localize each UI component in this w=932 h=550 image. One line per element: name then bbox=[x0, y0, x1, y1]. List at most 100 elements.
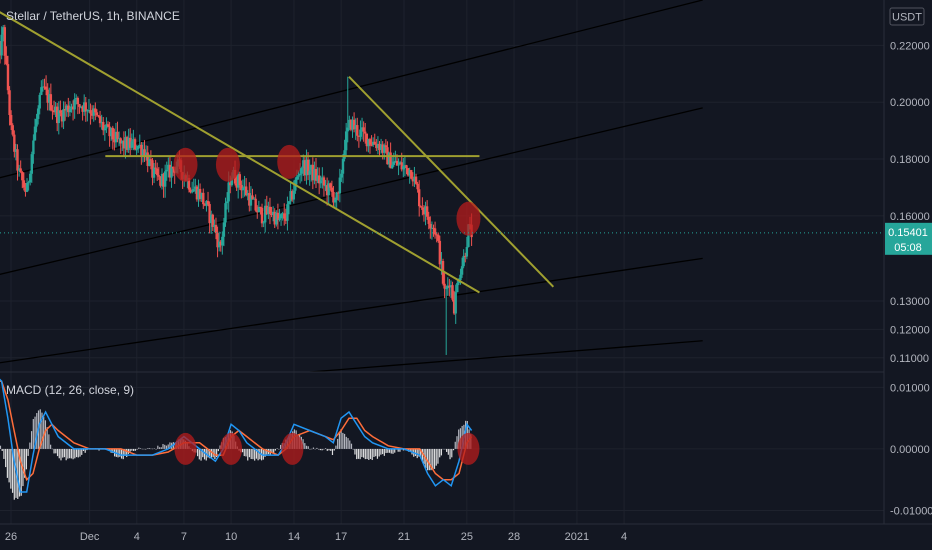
candle-body bbox=[283, 213, 286, 219]
candle-body bbox=[205, 201, 208, 206]
candle-body bbox=[452, 299, 456, 314]
candle-body bbox=[365, 133, 369, 147]
candle-body bbox=[395, 160, 399, 166]
candle-body bbox=[108, 126, 111, 137]
histogram-bar bbox=[6, 448, 8, 478]
candle-body bbox=[384, 145, 388, 148]
candle-body bbox=[243, 186, 246, 188]
price-badge: 0.15401 05:08 bbox=[885, 222, 932, 255]
histogram-bar bbox=[458, 429, 460, 449]
channel-line bbox=[309, 340, 703, 372]
candle-body bbox=[329, 183, 332, 188]
candle-body bbox=[17, 168, 21, 171]
histogram-bar bbox=[152, 448, 154, 450]
histogram-bar bbox=[342, 432, 344, 449]
histogram-bar bbox=[359, 448, 361, 460]
candle-body bbox=[92, 108, 95, 116]
histogram-bar bbox=[43, 416, 45, 449]
histogram-bar bbox=[241, 448, 244, 453]
price-axis[interactable]: 0.11000 0.12000 0.13000 0.16000 0.18000 0.200… bbox=[890, 40, 930, 364]
candle-body bbox=[73, 99, 76, 110]
candle-body bbox=[330, 187, 334, 192]
candle-body bbox=[424, 206, 427, 215]
histogram-bar bbox=[340, 429, 342, 449]
candle-body bbox=[405, 165, 408, 169]
histogram-bar bbox=[58, 448, 60, 459]
histogram-bar bbox=[196, 448, 199, 457]
candle-body bbox=[22, 180, 26, 188]
price-highlight bbox=[277, 144, 302, 179]
candle-body bbox=[273, 211, 276, 225]
histogram-bar bbox=[134, 448, 136, 451]
candle-body bbox=[189, 189, 192, 193]
macd-axis[interactable]: 0.01000 0.00000 -0.01000 bbox=[890, 382, 932, 517]
time-tick-label: 17 bbox=[335, 531, 347, 543]
histogram-bar bbox=[143, 448, 145, 450]
candle-body bbox=[132, 139, 135, 142]
histogram-bar bbox=[53, 448, 55, 454]
candle-body bbox=[54, 106, 57, 113]
candle-body bbox=[414, 176, 418, 184]
candle-body bbox=[79, 106, 83, 108]
candle-body bbox=[5, 55, 8, 65]
histogram-bar bbox=[402, 448, 404, 451]
time-axis[interactable]: 26 Dec 4 7 10 14 17 21 25 28 2021 4 bbox=[5, 531, 627, 543]
histogram-bar bbox=[357, 448, 360, 459]
histogram-bar bbox=[25, 448, 28, 470]
candle-body bbox=[379, 144, 383, 151]
candle-body bbox=[368, 139, 372, 145]
histogram-bar bbox=[439, 448, 441, 458]
histogram-bar bbox=[150, 448, 152, 450]
histogram-bar bbox=[82, 448, 85, 452]
histogram-bar bbox=[169, 442, 171, 449]
candle-body bbox=[252, 198, 256, 200]
candle-body bbox=[254, 198, 257, 211]
histogram-bar bbox=[44, 420, 47, 449]
price-tick-label: 0.16000 bbox=[890, 211, 930, 223]
candle-body bbox=[14, 149, 18, 152]
candle-body bbox=[144, 152, 148, 157]
candle-body bbox=[63, 109, 67, 111]
histogram-bar bbox=[146, 448, 149, 449]
histogram-bar bbox=[302, 439, 304, 449]
candle-body bbox=[210, 214, 213, 223]
candle-body bbox=[65, 105, 68, 111]
price-highlight-circles bbox=[173, 144, 481, 236]
candle-countdown: 05:08 bbox=[894, 242, 922, 254]
candle-body bbox=[422, 209, 426, 215]
candle-body bbox=[267, 206, 270, 215]
candle-body bbox=[16, 149, 19, 171]
histogram-bar bbox=[84, 448, 86, 453]
candle-body bbox=[275, 212, 278, 225]
candle-body bbox=[427, 216, 430, 224]
candle-body bbox=[159, 176, 162, 186]
candle-body bbox=[352, 119, 356, 130]
histogram-bar bbox=[397, 448, 399, 452]
histogram-bar bbox=[133, 448, 135, 451]
candle-body bbox=[60, 112, 64, 122]
histogram-bar bbox=[324, 448, 327, 449]
macd-highlight bbox=[281, 432, 304, 465]
histogram-bar bbox=[262, 448, 264, 460]
macd-tick-label: -0.01000 bbox=[890, 505, 932, 517]
candle-body bbox=[292, 190, 295, 200]
histogram-bar bbox=[60, 448, 62, 461]
candle-body bbox=[429, 223, 432, 229]
candle-body bbox=[432, 227, 435, 229]
histogram-bar bbox=[305, 445, 308, 449]
histogram-bar bbox=[435, 448, 437, 466]
candle-body bbox=[119, 138, 122, 144]
candle-body bbox=[165, 169, 168, 172]
candle-body bbox=[81, 106, 84, 112]
histogram-bar bbox=[216, 448, 218, 458]
candle-body bbox=[46, 89, 49, 103]
macd-label: MACD (12, 26, close, 9) bbox=[6, 383, 134, 397]
candle-body bbox=[300, 167, 303, 174]
candle-body bbox=[21, 171, 24, 181]
candle-body bbox=[138, 144, 141, 146]
currency-badge[interactable]: USDT bbox=[889, 7, 925, 26]
histogram-bar bbox=[48, 434, 50, 449]
candle-body bbox=[86, 110, 89, 112]
candle-body bbox=[322, 177, 326, 186]
